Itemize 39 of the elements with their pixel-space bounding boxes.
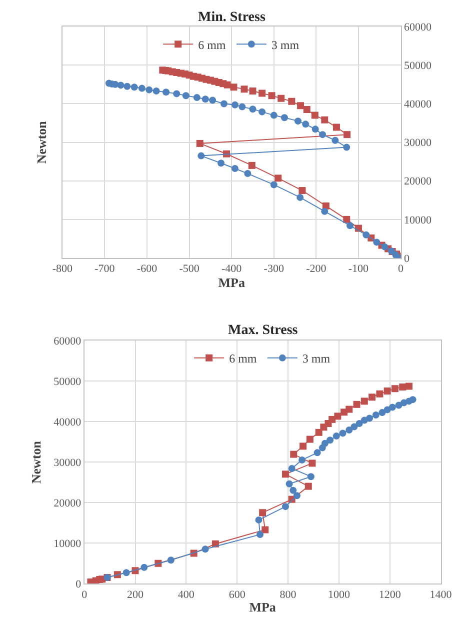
x-tick-label: 800	[280, 588, 297, 601]
legend-label: 3 mm	[271, 38, 300, 52]
x-axis-title: MPa	[218, 275, 246, 290]
y-tick-label: 50000	[54, 376, 82, 388]
x-tick-label: -100	[348, 263, 370, 276]
y-tick-label: 10000	[54, 538, 82, 550]
y-tick-label: 20000	[404, 176, 432, 188]
y-tick-label: 30000	[54, 456, 82, 469]
y-tick-label: 40000	[404, 98, 432, 111]
y-axis-title: Newton	[28, 440, 44, 484]
y-tick-label: 60000	[54, 335, 82, 348]
y-tick-label: 30000	[404, 137, 432, 150]
y-tick-label: 0	[76, 578, 82, 590]
legend-label: 6 mm	[229, 352, 258, 366]
chart-title: Min. Stress	[198, 10, 266, 25]
x-tick-label: -300	[264, 263, 284, 276]
legend-label: 6 mm	[198, 38, 226, 52]
x-tick-label: 200	[127, 588, 144, 601]
y-tick-label: 10000	[404, 214, 432, 226]
y-tick-label: 60000	[404, 21, 432, 34]
y-tick-label: 50000	[404, 60, 432, 72]
x-tick-label: -400	[222, 263, 242, 276]
y-tick-label: 0	[404, 252, 410, 265]
x-tick-label: -500	[179, 263, 200, 276]
x-tick-label: -200	[306, 263, 327, 276]
y-tick-label: 40000	[54, 416, 82, 428]
x-tick-label: 1000	[328, 588, 350, 601]
x-tick-label: 400	[178, 588, 195, 601]
legend-label: 3 mm	[302, 352, 331, 366]
x-tick-label: 1400	[430, 588, 452, 601]
x-tick-label: 600	[228, 588, 246, 601]
x-tick-label: -700	[94, 263, 116, 276]
y-axis-title: Newton	[34, 120, 50, 164]
y-tick-label: 20000	[54, 497, 82, 510]
x-axis-title: MPa	[249, 599, 276, 614]
chart-title: Max. Stress	[228, 323, 298, 338]
x-tick-label: -800	[52, 263, 73, 276]
x-tick-label: -600	[136, 263, 158, 276]
x-tick-label: 1200	[378, 588, 402, 601]
